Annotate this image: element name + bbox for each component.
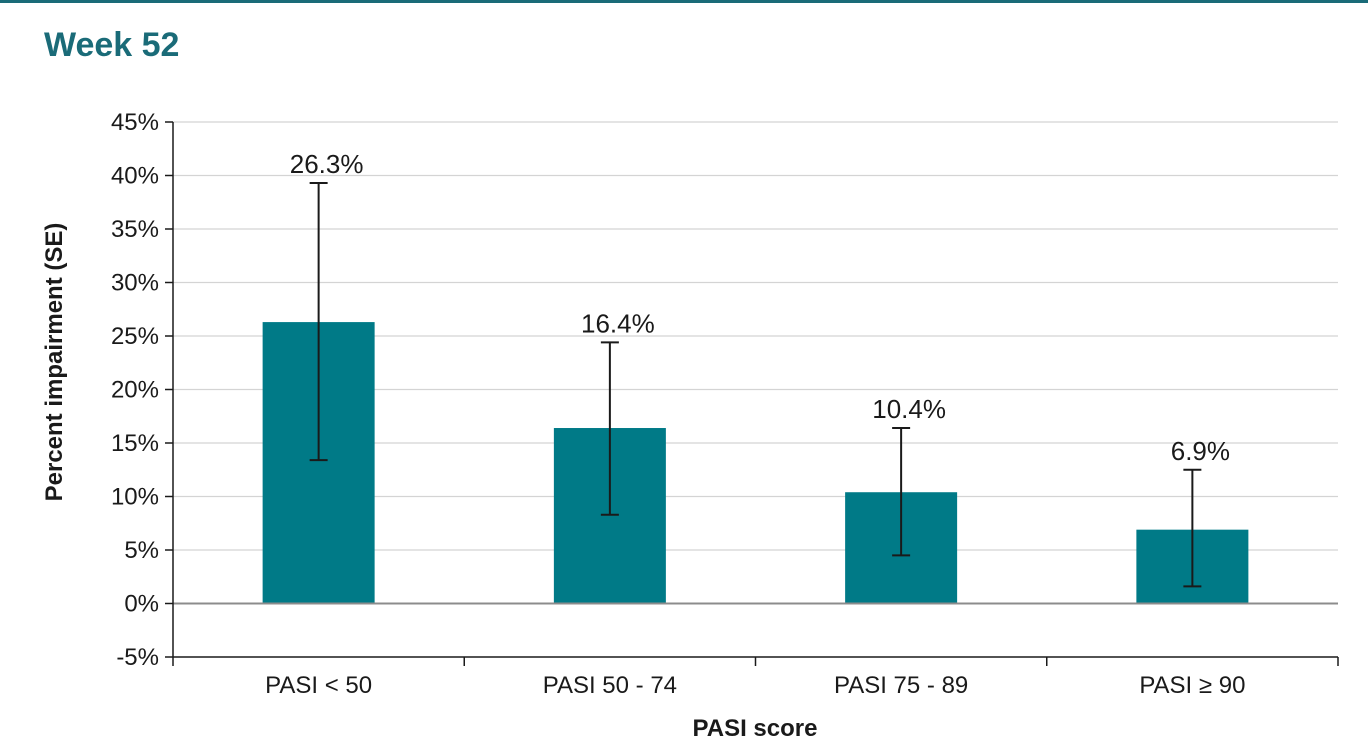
x-tick-label: PASI 50 - 74 <box>543 672 677 699</box>
panel-title: Week 52 <box>44 26 180 64</box>
bars <box>262 322 1249 604</box>
data-label: 10.4% <box>872 394 946 424</box>
y-tick-label: 30% <box>111 270 159 297</box>
y-tick-label: -5% <box>116 644 159 671</box>
y-tick-label: 35% <box>111 216 159 243</box>
y-tick-label: 5% <box>124 537 159 564</box>
y-tick-label: 25% <box>111 323 159 350</box>
top-rule <box>0 0 1368 3</box>
y-axis-title: Percent impairment (SE) <box>41 223 68 502</box>
data-label: 16.4% <box>581 308 655 338</box>
axes <box>165 121 1339 666</box>
y-tick-label: 20% <box>111 377 159 404</box>
error-bars <box>309 181 1202 588</box>
x-tick-label: PASI ≥ 90 <box>1139 672 1245 699</box>
data-label: 26.3% <box>290 149 364 179</box>
y-tick-label: 0% <box>124 591 159 618</box>
data-label: 6.9% <box>1171 436 1230 466</box>
y-tick-label: 10% <box>111 484 159 511</box>
y-tick-label: 15% <box>111 430 159 457</box>
y-tick-label: 40% <box>111 163 159 190</box>
x-tick-label: PASI 75 - 89 <box>834 672 968 699</box>
x-axis-title: PASI score <box>693 715 818 742</box>
labels: -5% 0% 5% 10% 15% 20% 25% 30% 35% 40% 45% 26.3% PASI… <box>111 109 1245 699</box>
x-tick-label: PASI < 50 <box>265 672 372 699</box>
y-tick-label: 45% <box>111 109 159 136</box>
